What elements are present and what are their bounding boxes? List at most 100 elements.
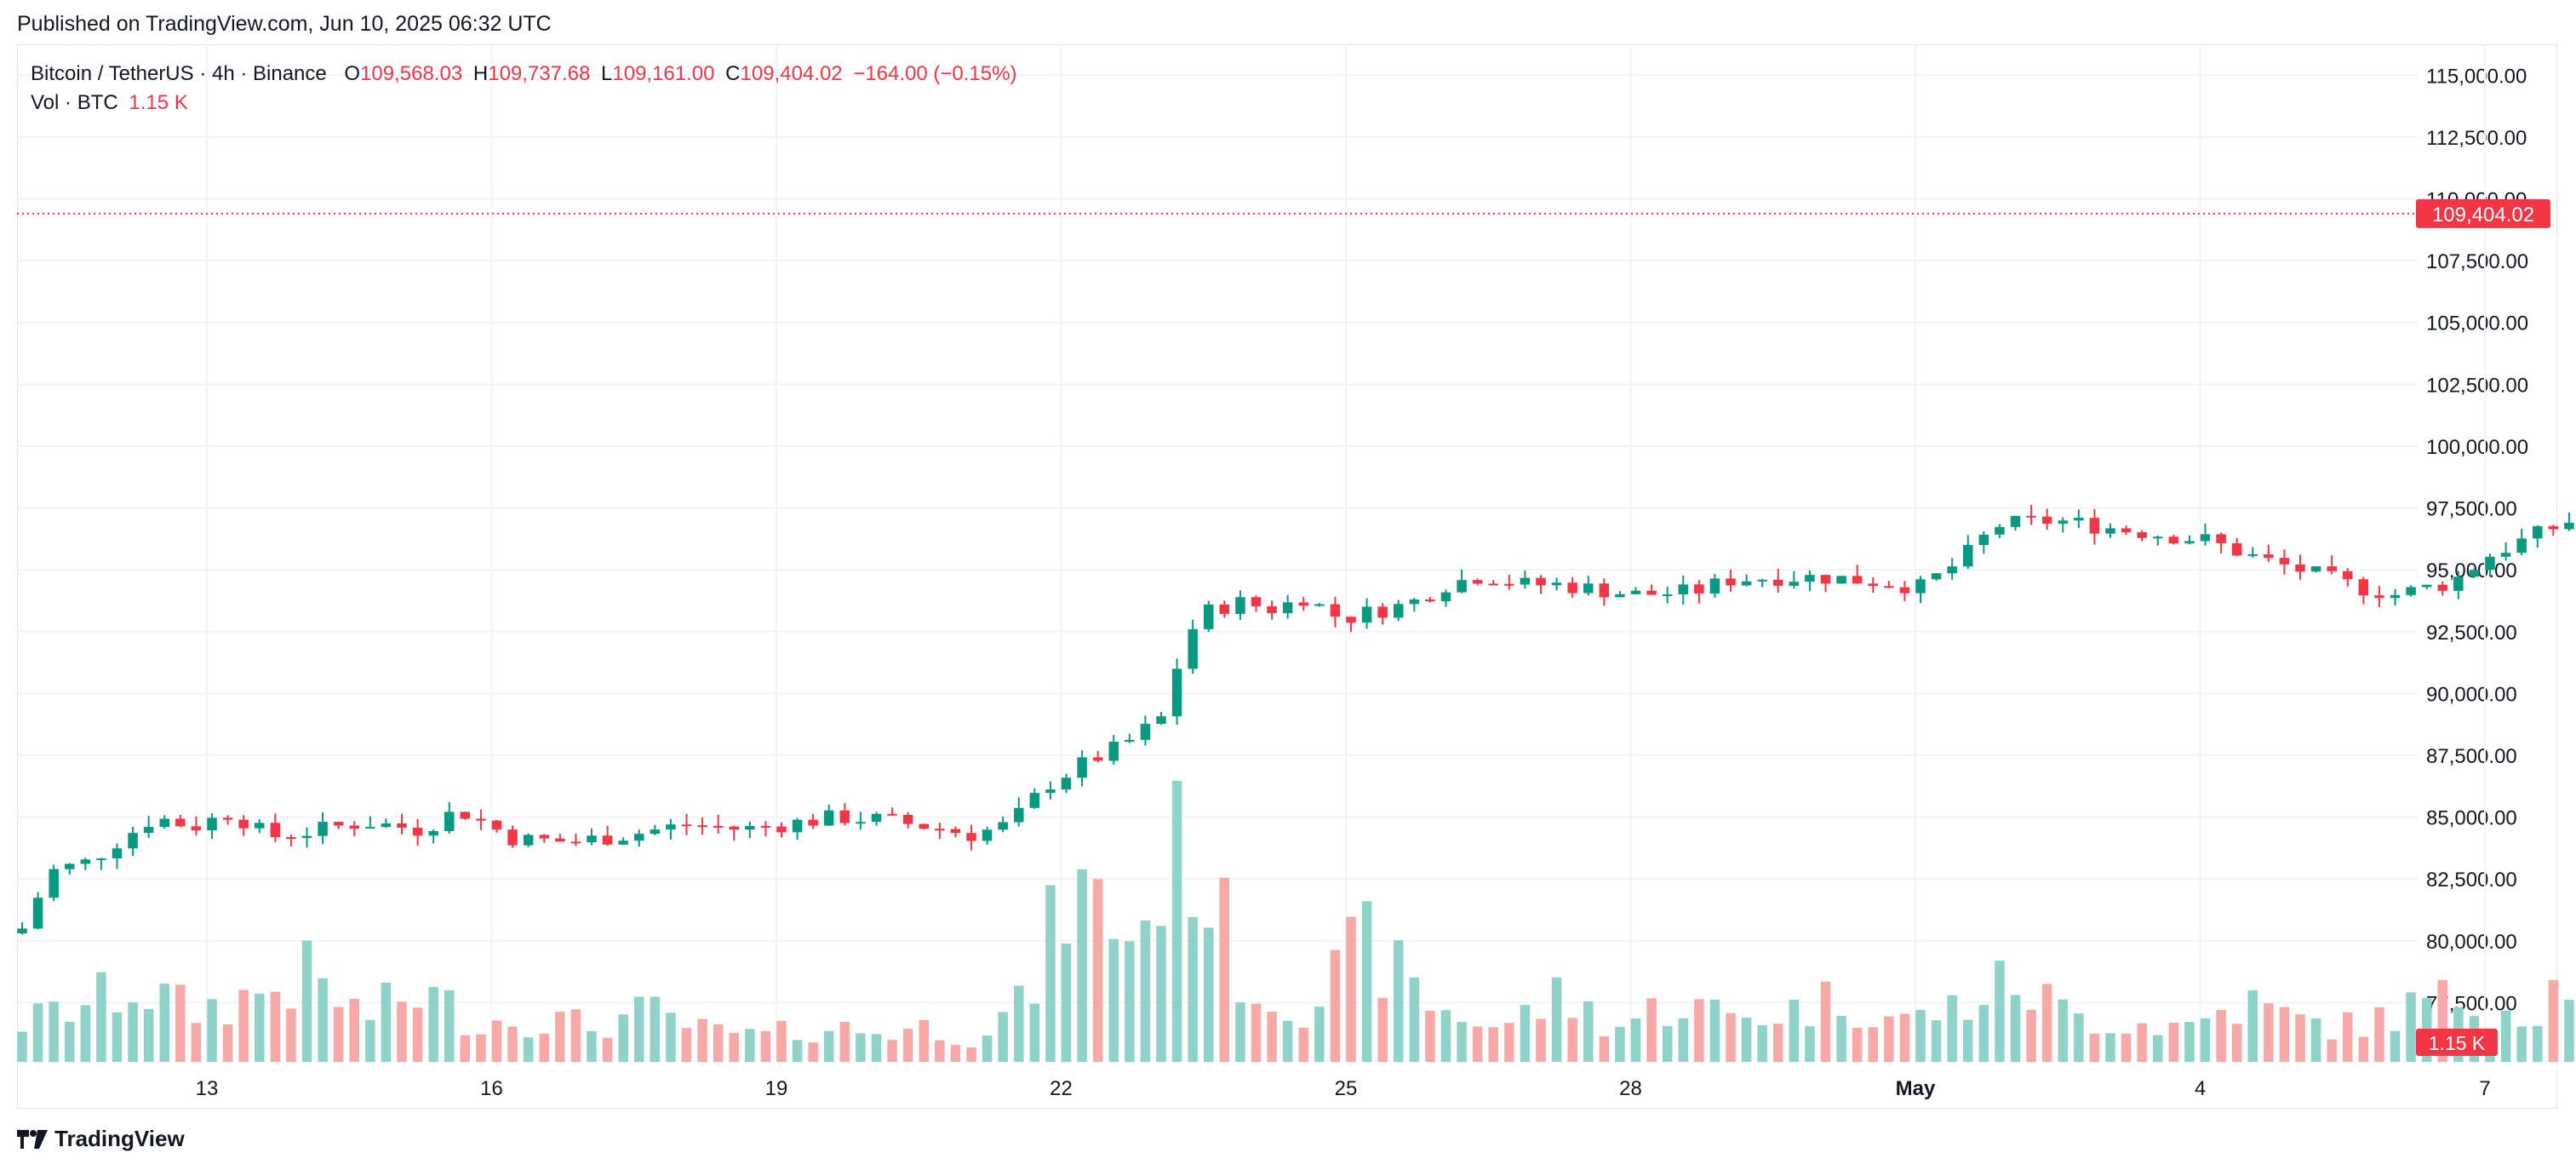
candle-body (745, 826, 755, 830)
volume-bar (2074, 1013, 2084, 1062)
symbol-title[interactable]: Bitcoin / TetherUS · 4h · Binance (31, 62, 327, 85)
candle-body (1726, 578, 1736, 586)
candle-body (2041, 516, 2052, 524)
volume-bar (1820, 981, 1831, 1062)
candle-body (64, 863, 75, 869)
volume-bar (1662, 1025, 1673, 1062)
candle-body (2374, 595, 2384, 599)
volume-bar (2200, 1018, 2211, 1062)
volume-bar (96, 972, 106, 1062)
candle-body (1567, 582, 1577, 594)
volume-bar (1915, 1010, 1926, 1062)
candle-body (2327, 566, 2337, 571)
candle-body (1931, 573, 1942, 580)
y-tick-label: 92,500.00 (2426, 622, 2517, 645)
candle-body (476, 818, 486, 821)
volume-bar (555, 1012, 565, 1062)
volume-bar (1171, 781, 1182, 1062)
candle-body (618, 840, 628, 845)
close-value: 109,404.02 (740, 62, 843, 85)
candle-body (760, 826, 771, 829)
volume-bar (143, 1008, 154, 1062)
chart-frame[interactable] (17, 44, 2557, 1109)
candle-body (1314, 604, 1325, 606)
candle-body (935, 829, 945, 831)
candle-body (1393, 604, 1404, 618)
volume-bar (633, 996, 644, 1062)
brand-name: TradingView (54, 1126, 185, 1151)
volume-bar (491, 1020, 502, 1062)
candle-body (2010, 515, 2021, 527)
candle-body (871, 813, 882, 823)
volume-bar (2390, 1030, 2401, 1062)
volume-bar (64, 1022, 75, 1062)
candle-body (1995, 526, 2005, 535)
candle-body (650, 829, 661, 834)
candle-body (555, 838, 565, 842)
volume-bar (2295, 1014, 2305, 1062)
volume-bar (2247, 989, 2258, 1062)
candle-body (950, 829, 961, 834)
candle-body (1330, 604, 1341, 617)
x-tick-label: 19 (765, 1077, 788, 1100)
volume-bar (2231, 1024, 2242, 1062)
volume-bar (1899, 1013, 1910, 1062)
candle-body (1077, 757, 1087, 778)
tradingview-brand[interactable]: TradingView (17, 1126, 185, 1152)
candle-body (1282, 602, 1293, 614)
candle-body (428, 831, 438, 836)
volume-bar (1805, 1026, 1815, 1062)
volume-bar (2374, 1007, 2384, 1062)
volume-bar (128, 1002, 138, 1062)
volume-label[interactable]: Vol · BTC (31, 91, 118, 114)
tradingview-logo-icon (17, 1129, 48, 1149)
candle-body (175, 818, 186, 827)
volume-bar (1583, 1001, 1594, 1062)
candle-body (2152, 536, 2163, 539)
candle-body (1409, 599, 1420, 605)
candle-body (1772, 579, 1783, 586)
candle-body (1267, 606, 1277, 614)
volume-bar (1551, 977, 1562, 1062)
candle-body (1646, 590, 1657, 595)
candle-body (2421, 584, 2432, 588)
candle-body (839, 810, 850, 823)
open-label: O (344, 62, 361, 85)
volume-bar (856, 1033, 866, 1062)
candle-body (2137, 532, 2147, 538)
volume-bar (365, 1019, 375, 1062)
candle-body (1156, 716, 1166, 725)
volume-bar (745, 1029, 755, 1062)
volume-bar (1298, 1027, 1309, 1062)
volume-bar (1488, 1027, 1499, 1062)
volume-bar (2548, 980, 2559, 1062)
high-label: H (472, 62, 489, 85)
x-tick-label: 4 (2195, 1077, 2206, 1100)
candle-body (2168, 536, 2179, 544)
y-tick-label: 107,500.00 (2426, 250, 2528, 273)
volume-bar (776, 1020, 787, 1062)
candle-body (1741, 581, 1752, 586)
close-label: C (725, 62, 741, 85)
volume-bar (333, 1007, 344, 1062)
volume-bar (412, 1007, 423, 1062)
candle-body (539, 834, 550, 839)
volume-bar (1678, 1018, 1689, 1062)
volume-bar (1077, 869, 1087, 1062)
candle-body (713, 825, 724, 828)
volume-bar (839, 1022, 850, 1062)
candle-body (2216, 534, 2226, 544)
volume-bar (207, 999, 217, 1062)
volume-bar (1884, 1016, 1894, 1062)
volume-bar (1536, 1018, 1546, 1062)
open-value: 109,568.03 (360, 62, 463, 85)
volume-bar (2041, 984, 2052, 1062)
candle-body (2516, 538, 2527, 553)
candle-body (1188, 628, 1198, 669)
candle-body (2231, 543, 2242, 556)
last-price-tag (2416, 198, 2550, 228)
volume-bar (2342, 1012, 2353, 1062)
volume-bar (1346, 916, 1356, 1062)
candle-body (1029, 793, 1040, 808)
